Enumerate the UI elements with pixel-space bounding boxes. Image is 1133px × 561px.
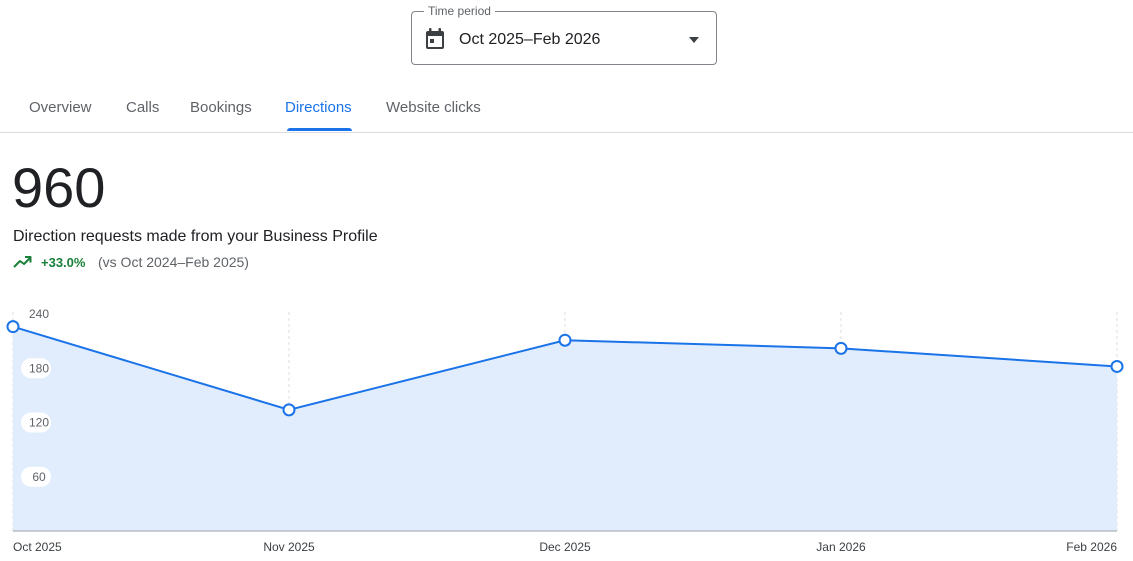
y-tick-pill [21, 466, 51, 487]
y-tick-pill [21, 412, 51, 433]
tab-bookings[interactable]: Bookings [190, 99, 252, 116]
tab-directions[interactable]: Directions [285, 99, 352, 116]
metric-total: 960 [12, 156, 106, 219]
y-tick: 180 [21, 358, 51, 379]
time-period-value: Oct 2025–Feb 2026 [459, 31, 601, 48]
trending-up-icon [13, 256, 32, 268]
x-tick-label: Feb 2026 [1066, 540, 1117, 554]
chart-area [13, 326, 1117, 531]
active-tab-indicator [287, 128, 352, 131]
y-tick: 240 [29, 307, 49, 321]
y-tick-label: 120 [29, 416, 49, 430]
data-point [558, 333, 572, 347]
time-period-label: Time period [424, 4, 495, 18]
y-tick-label: 180 [29, 361, 49, 375]
directions-chart: 60 120 180 240 Oct 2025 Nov 2025 Dec 2025 Jan 2… [6, 307, 1124, 554]
time-period-select[interactable]: Time period Oct 2025–Feb 2026 [411, 4, 717, 65]
metric-tabs: Overview Calls Bookings Directions Websi… [0, 88, 1133, 133]
calendar-icon [426, 28, 444, 49]
y-tick-label: 60 [32, 470, 46, 484]
dropdown-arrow-icon[interactable] [688, 36, 700, 44]
data-point [282, 403, 296, 417]
tab-calls[interactable]: Calls [126, 99, 160, 116]
y-tick: 60 [21, 466, 51, 487]
data-point [1110, 359, 1124, 373]
x-tick-label: Nov 2025 [263, 540, 315, 554]
x-tick-label: Jan 2026 [816, 540, 866, 554]
tab-overview[interactable]: Overview [29, 99, 92, 116]
x-tick-label: Dec 2025 [539, 540, 591, 554]
comparison-period: (vs Oct 2024–Feb 2025) [98, 254, 249, 270]
x-tick-label: Oct 2025 [13, 540, 62, 554]
data-point [834, 341, 848, 355]
y-tick-label: 240 [29, 307, 49, 321]
data-point [6, 320, 20, 334]
y-tick-pill [21, 358, 51, 379]
change-percent: +33.0% [41, 255, 86, 270]
y-tick: 120 [21, 412, 51, 433]
tab-website-clicks[interactable]: Website clicks [386, 99, 481, 116]
metric-description: Direction requests made from your Busine… [13, 228, 378, 245]
